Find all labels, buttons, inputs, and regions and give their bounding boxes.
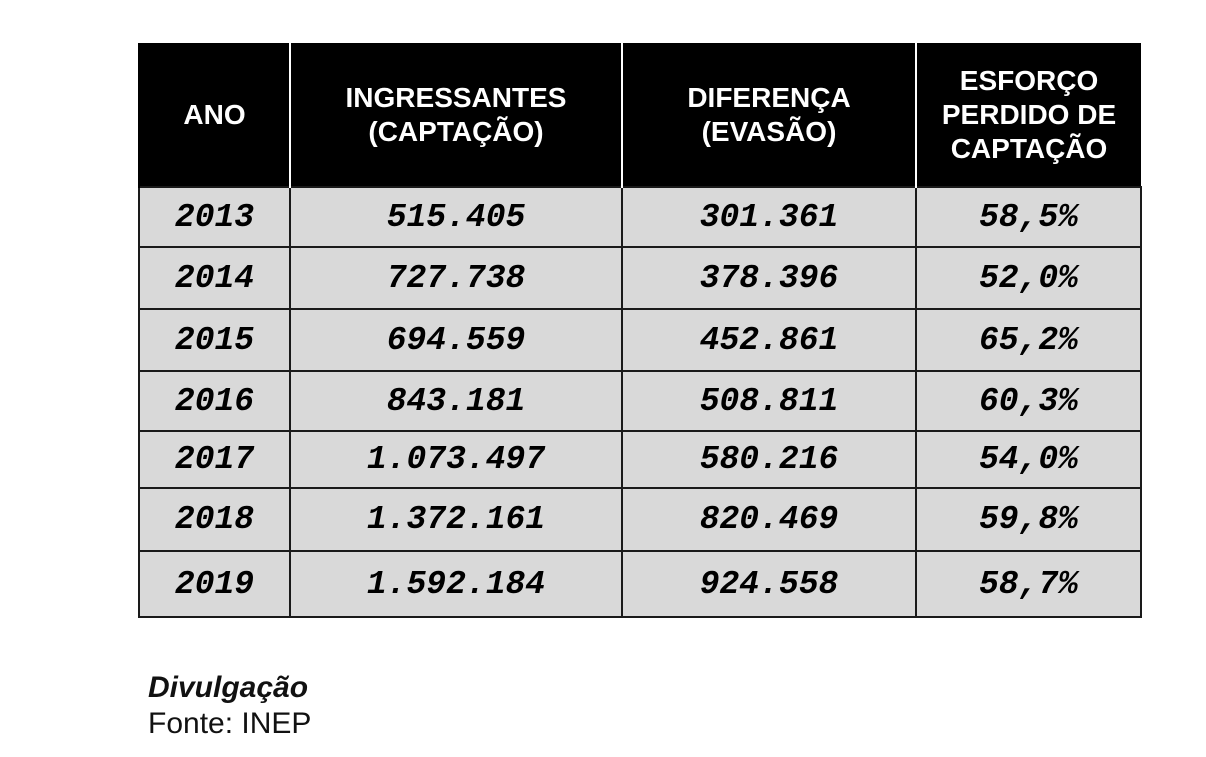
- cell-dropout: 452.861: [621, 308, 917, 372]
- cell-lost-effort: 58,7%: [915, 550, 1142, 618]
- cell-dropout: 508.811: [621, 370, 917, 432]
- data-table: ANO INGRESSANTES (CAPTAÇÃO) DIFERENÇA (EVASÃ…: [138, 43, 1142, 618]
- cell-year: 2016: [138, 370, 291, 432]
- cell-entrants: 515.405: [289, 186, 623, 248]
- caption-title: Divulgação: [148, 671, 309, 704]
- header-row: ANO INGRESSANTES (CAPTAÇÃO) DIFERENÇA (EVASÃ…: [138, 43, 1141, 187]
- table-row: 2013 515.405 301.361 58,5%: [138, 186, 1142, 248]
- table-row: 2017 1.073.497 580.216 54,0%: [138, 430, 1142, 489]
- header-line: PERDIDO DE: [941, 98, 1117, 130]
- cell-lost-effort: 58,5%: [915, 186, 1142, 248]
- table-row: 2019 1.592.184 924.558 58,7%: [138, 550, 1142, 618]
- cell-lost-effort: 54,0%: [915, 430, 1142, 489]
- header-dropout: DIFERENÇA (EVASÃO): [621, 43, 916, 187]
- cell-lost-effort: 59,8%: [915, 487, 1142, 552]
- header-line: DIFERENÇA: [687, 81, 851, 113]
- cell-entrants: 843.181: [289, 370, 623, 432]
- cell-dropout: 820.469: [621, 487, 917, 552]
- cell-entrants: 1.592.184: [289, 550, 623, 618]
- cell-entrants: 727.738: [289, 246, 623, 310]
- cell-year: 2018: [138, 487, 291, 552]
- header-line: INGRESSANTES: [345, 81, 567, 113]
- cell-dropout: 301.361: [621, 186, 917, 248]
- cell-dropout: 378.396: [621, 246, 917, 310]
- table-row: 2018 1.372.161 820.469 59,8%: [138, 487, 1142, 552]
- cell-year: 2019: [138, 550, 291, 618]
- caption-source: Fonte: INEP: [148, 707, 312, 740]
- header-entrants: INGRESSANTES (CAPTAÇÃO): [289, 43, 622, 187]
- header-line: ESFORÇO: [959, 64, 1099, 96]
- header-line: (CAPTAÇÃO): [368, 115, 544, 147]
- cell-year: 2017: [138, 430, 291, 489]
- table-row: 2014 727.738 378.396 52,0%: [138, 246, 1142, 310]
- cell-year: 2014: [138, 246, 291, 310]
- table-body: 2013 515.405 301.361 58,5% 2014 727.738 378.39…: [138, 186, 1142, 618]
- header-year: ANO: [138, 43, 290, 187]
- cell-lost-effort: 52,0%: [915, 246, 1142, 310]
- cell-entrants: 1.372.161: [289, 487, 623, 552]
- header-line: ANO: [183, 98, 246, 130]
- cell-lost-effort: 65,2%: [915, 308, 1142, 372]
- header-line: CAPTAÇÃO: [950, 132, 1108, 164]
- cell-dropout: 924.558: [621, 550, 917, 618]
- cell-entrants: 1.073.497: [289, 430, 623, 489]
- header-lost-effort: ESFORÇO PERDIDO DE CAPTAÇÃO: [915, 43, 1141, 187]
- table-header: ANO INGRESSANTES (CAPTAÇÃO) DIFERENÇA (EVASÃ…: [138, 43, 1141, 187]
- table-row: 2015 694.559 452.861 65,2%: [138, 308, 1142, 372]
- cell-year: 2015: [138, 308, 291, 372]
- cell-year: 2013: [138, 186, 291, 248]
- cell-dropout: 580.216: [621, 430, 917, 489]
- table-row: 2016 843.181 508.811 60,3%: [138, 370, 1142, 432]
- caption: Divulgação Fonte: INEP: [148, 670, 311, 742]
- data-table-container: ANO INGRESSANTES (CAPTAÇÃO) DIFERENÇA (EVASÃ…: [138, 43, 1142, 618]
- header-line: (EVASÃO): [701, 115, 837, 147]
- cell-entrants: 694.559: [289, 308, 623, 372]
- cell-lost-effort: 60,3%: [915, 370, 1142, 432]
